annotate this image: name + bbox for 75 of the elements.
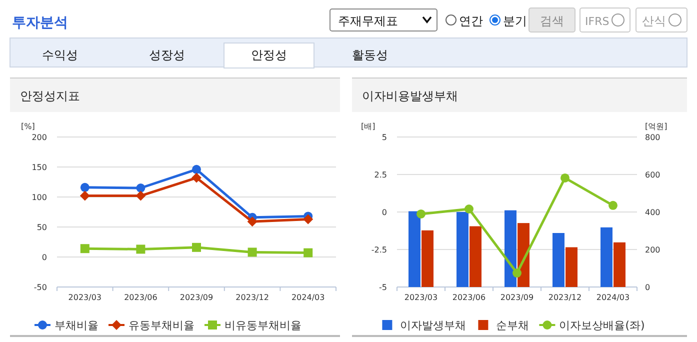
y2-tick-label: 800 bbox=[645, 133, 660, 142]
y2-tick-label: 600 bbox=[645, 170, 660, 180]
text: IFRS bbox=[585, 15, 610, 28]
y-axis-title: [배] bbox=[361, 122, 376, 131]
x-tick-label: 2023/09 bbox=[180, 293, 214, 302]
text: 성장성 bbox=[149, 48, 185, 62]
x-tick-label: 2023/12 bbox=[236, 293, 269, 302]
legend-label: 비유동부채비율 bbox=[224, 319, 302, 332]
bar bbox=[566, 247, 578, 287]
y2-tick-label: 400 bbox=[645, 208, 660, 217]
y-tick-label: 5 bbox=[382, 133, 387, 142]
point bbox=[304, 248, 313, 258]
y2-tick-label: 0 bbox=[645, 283, 650, 292]
y-tick-label: 2.5 bbox=[374, 170, 387, 180]
text: 주재무제표 bbox=[338, 14, 398, 28]
point bbox=[247, 216, 258, 227]
bar bbox=[614, 242, 626, 287]
point bbox=[80, 190, 90, 201]
text: 활동성 bbox=[352, 48, 388, 62]
bar bbox=[552, 233, 564, 287]
x-tick-label: 2024/03 bbox=[291, 293, 325, 302]
text: 수익성 bbox=[42, 48, 78, 62]
point bbox=[608, 200, 618, 210]
text: 산식 bbox=[642, 14, 666, 28]
legend-label: 부채비율 bbox=[54, 319, 98, 332]
legend-label: 유동부채비율 bbox=[128, 319, 194, 332]
text: 검색 bbox=[540, 14, 564, 28]
y-tick-label: 0 bbox=[382, 208, 387, 217]
x-tick-label: 2023/06 bbox=[452, 293, 486, 302]
point bbox=[416, 209, 426, 218]
chart-title: 이자비용발생부채 bbox=[362, 89, 458, 103]
y-tick-label: 50 bbox=[36, 223, 47, 232]
y-tick-label: 200 bbox=[32, 133, 47, 142]
bar bbox=[422, 230, 434, 287]
point bbox=[136, 244, 146, 254]
legend-label: 순부채 bbox=[496, 319, 530, 332]
x-tick-label: 2024/03 bbox=[596, 293, 630, 302]
point bbox=[560, 173, 570, 182]
point bbox=[80, 182, 90, 192]
y-tick-label: -5 bbox=[379, 283, 387, 292]
y-tick-label: 0 bbox=[42, 253, 47, 262]
text: 안정성 bbox=[251, 48, 287, 62]
text: 투자분석 bbox=[12, 15, 68, 31]
bar bbox=[408, 211, 420, 287]
bar bbox=[600, 227, 612, 287]
point bbox=[136, 190, 146, 201]
y-axis-title: [%] bbox=[21, 122, 35, 131]
point bbox=[192, 172, 202, 183]
x-tick-label: 2023/03 bbox=[68, 293, 102, 302]
x-tick-label: 2023/06 bbox=[124, 293, 158, 302]
point bbox=[192, 242, 201, 252]
point bbox=[80, 244, 90, 254]
chart-title: 안정성지표 bbox=[20, 89, 80, 103]
y2-tick-label: 200 bbox=[645, 246, 660, 254]
x-tick-label: 2023/03 bbox=[404, 293, 438, 302]
y-tick-label: -50 bbox=[34, 283, 47, 292]
point bbox=[248, 248, 257, 257]
legend-label: 이자보상배율(좌) bbox=[559, 319, 645, 332]
bar bbox=[504, 210, 516, 287]
point bbox=[192, 164, 201, 174]
y-tick-label: 100 bbox=[32, 193, 47, 202]
x-tick-label: 2023/12 bbox=[548, 293, 582, 302]
y-tick-label: 150 bbox=[32, 163, 47, 172]
text: 연간 bbox=[459, 14, 483, 28]
point bbox=[464, 204, 474, 214]
y2-axis-title: [억원] bbox=[645, 122, 668, 131]
text: 분기 bbox=[503, 14, 527, 28]
legend-label: 이자발생부채 bbox=[400, 319, 466, 332]
point bbox=[512, 268, 522, 278]
bar bbox=[456, 212, 468, 287]
y-tick-label: -2.5 bbox=[371, 246, 387, 254]
bar bbox=[470, 226, 482, 287]
x-tick-label: 2023/09 bbox=[500, 293, 534, 302]
point bbox=[136, 184, 146, 192]
point bbox=[303, 214, 314, 224]
